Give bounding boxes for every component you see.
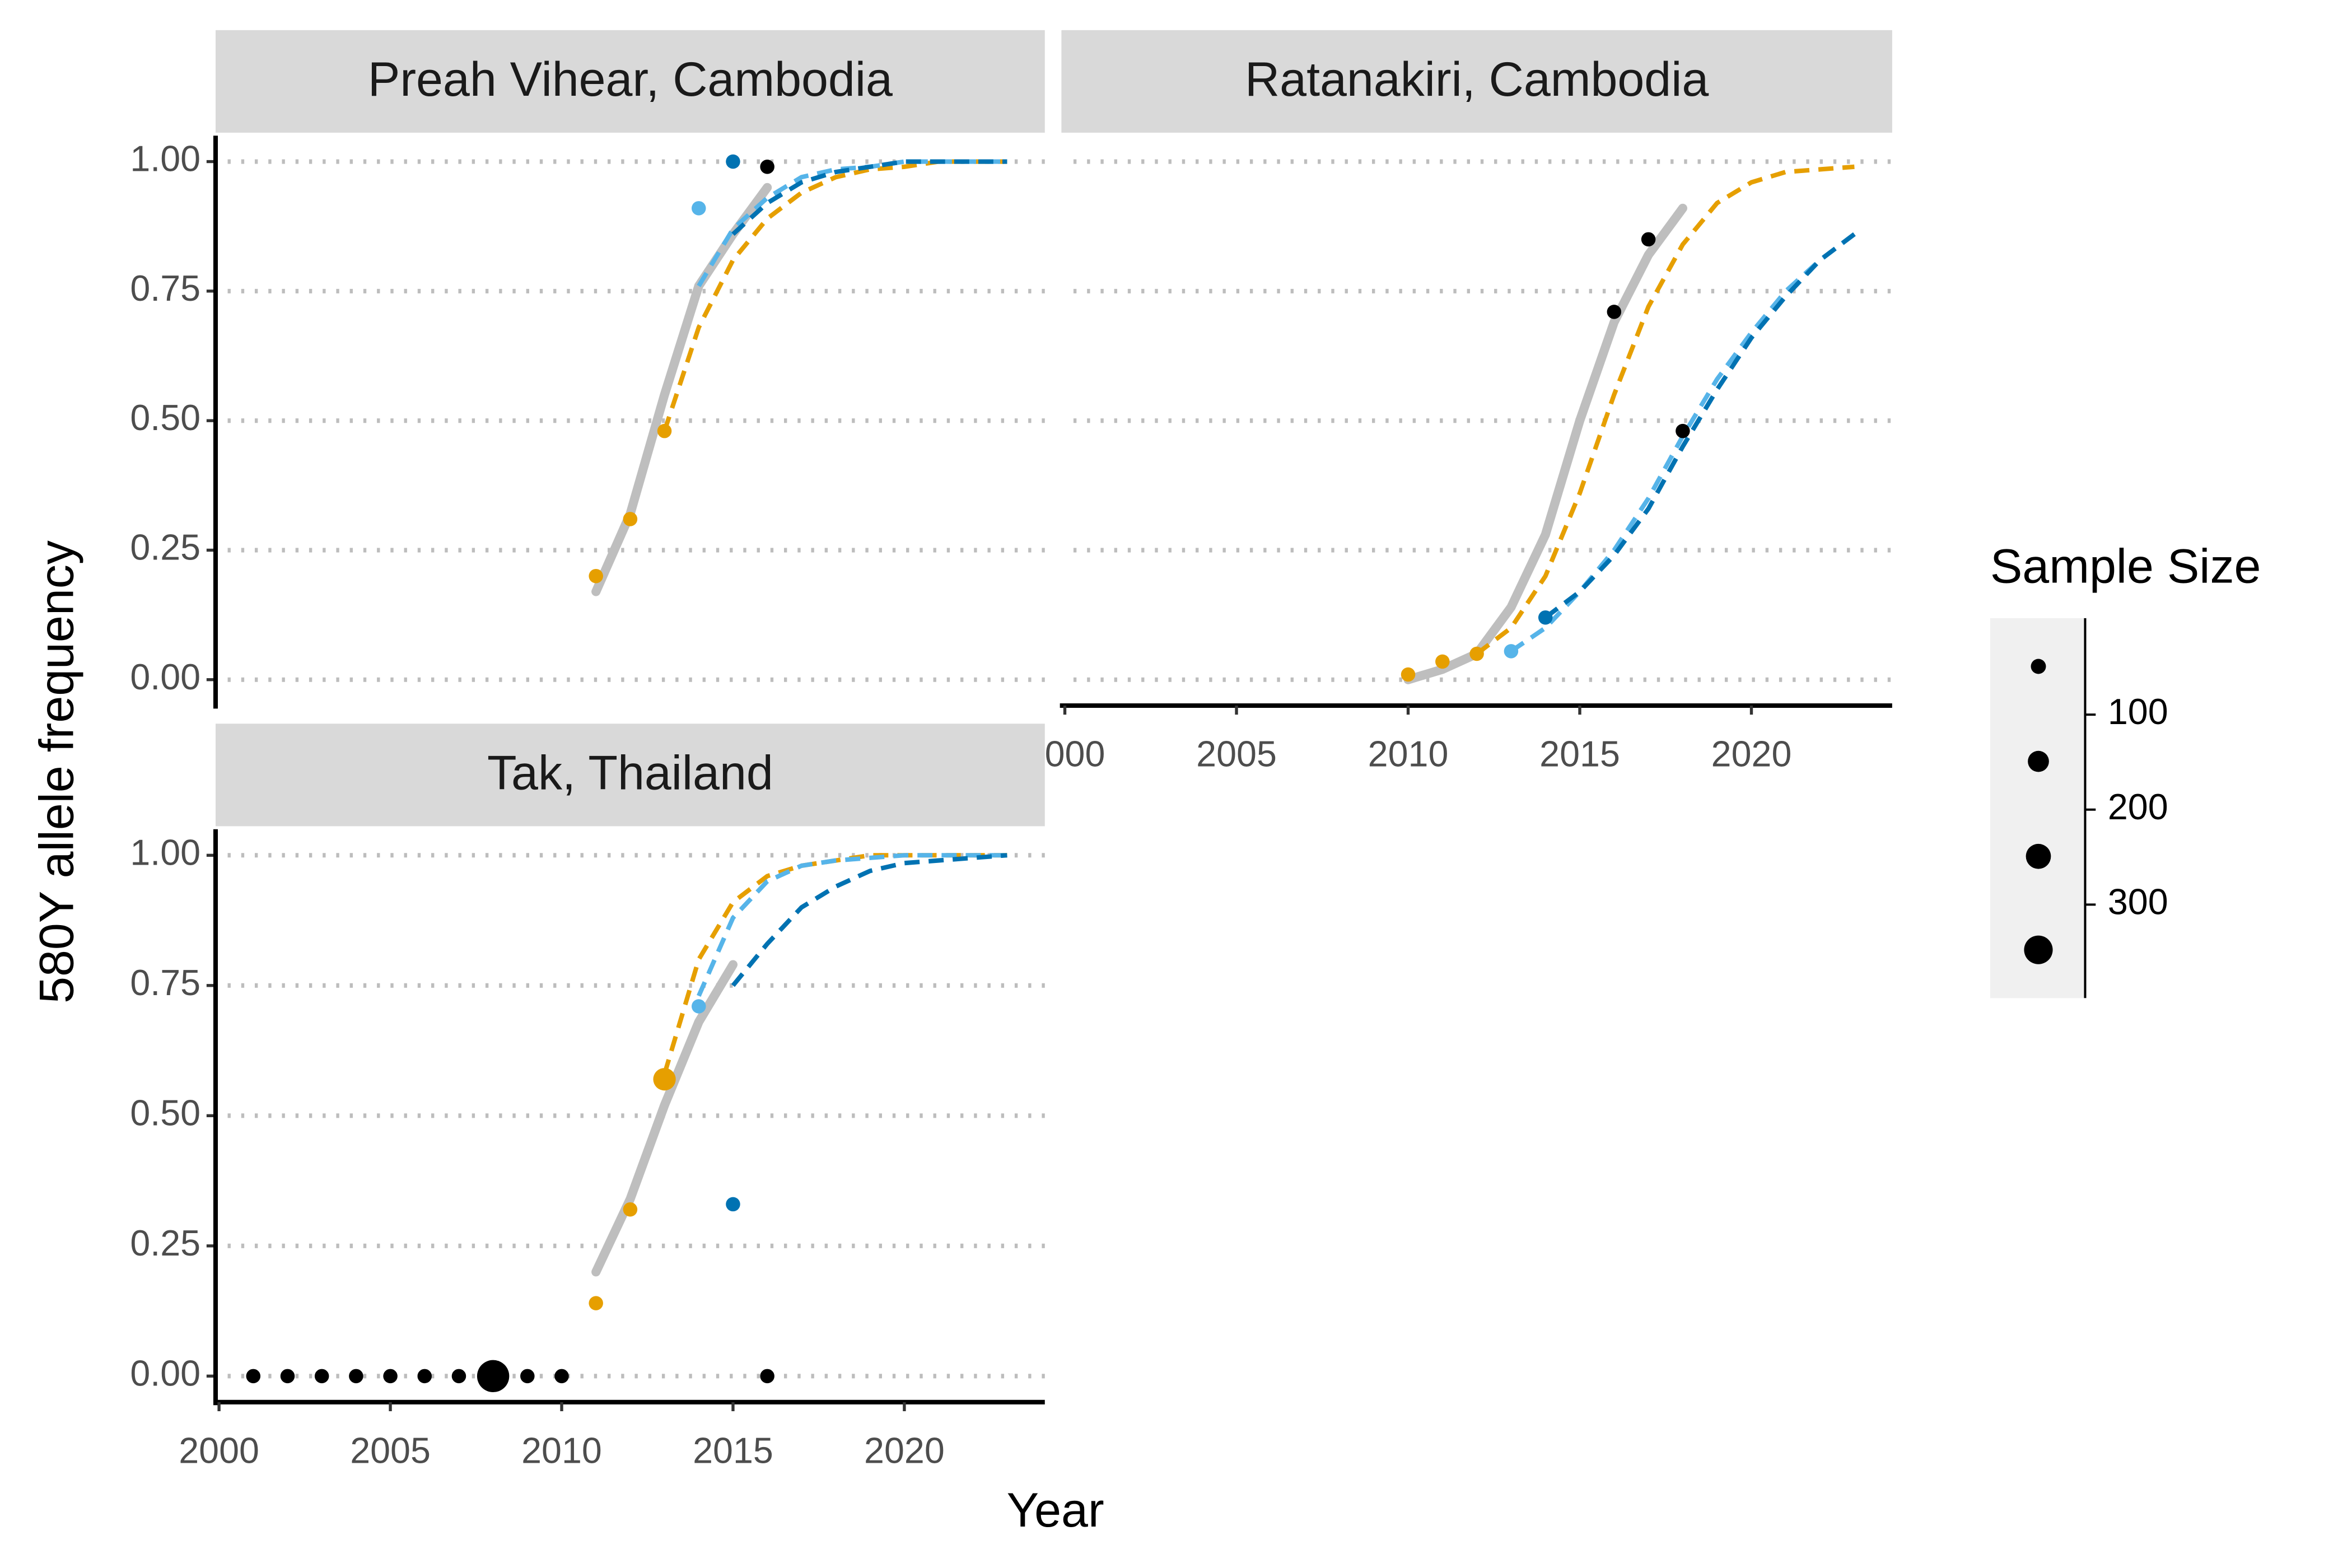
model-curve xyxy=(662,853,1007,1075)
legend-label: 300 xyxy=(2108,881,2168,922)
data-point xyxy=(417,1369,432,1384)
y-tick-label: 0.25 xyxy=(130,1223,200,1263)
data-point xyxy=(246,1369,261,1384)
strip-title: Ratanakiri, Cambodia xyxy=(1245,53,1709,106)
legend-key-background xyxy=(1990,618,2085,998)
data-point xyxy=(314,1369,329,1384)
data-point xyxy=(657,423,672,438)
model-curve xyxy=(697,853,1007,997)
legend-key xyxy=(2024,935,2053,964)
legend-label: 100 xyxy=(2108,692,2168,732)
y-tick-label: 1.00 xyxy=(130,832,200,872)
data-point xyxy=(1401,667,1416,682)
data-point xyxy=(451,1369,466,1384)
strip-background xyxy=(1061,30,1892,133)
data-point xyxy=(1641,232,1656,247)
data-point xyxy=(1469,646,1484,661)
data-point xyxy=(692,201,706,216)
data-point xyxy=(554,1369,569,1384)
data-point xyxy=(726,1197,740,1212)
y-tick-label: 0.75 xyxy=(130,268,200,309)
data-point xyxy=(477,1360,510,1393)
x-tick-label: 2015 xyxy=(1539,734,1620,774)
legend-key xyxy=(2031,659,2046,674)
y-tick-label: 0.50 xyxy=(130,398,200,438)
data-point xyxy=(623,512,638,526)
x-tick-label: 2005 xyxy=(1196,734,1277,774)
fitted-line xyxy=(591,960,738,1277)
legend-key xyxy=(2028,750,2049,772)
data-point xyxy=(1435,654,1450,669)
x-tick-label: 2015 xyxy=(693,1430,773,1471)
data-point xyxy=(1538,610,1553,625)
model-curve xyxy=(1544,232,1856,619)
data-point xyxy=(760,160,774,174)
model-curve xyxy=(1475,164,1855,656)
model-curve xyxy=(731,853,1007,987)
fitted-line xyxy=(1403,203,1687,684)
y-tick-label: 0.25 xyxy=(130,528,200,568)
y-tick-label: 0.00 xyxy=(130,1353,200,1393)
data-point xyxy=(589,1296,603,1310)
x-tick-label: 2020 xyxy=(864,1430,945,1471)
y-axis-title: 580Y allele frequency xyxy=(30,540,83,1004)
data-point xyxy=(589,568,603,584)
y-tick-label: 0.50 xyxy=(130,1093,200,1133)
legend-label: 200 xyxy=(2108,787,2168,827)
y-tick-label: 1.00 xyxy=(130,139,200,179)
data-point xyxy=(623,1202,638,1217)
x-tick-label: 2005 xyxy=(350,1430,431,1471)
data-point xyxy=(653,1068,676,1091)
strip-title: Tak, Thailand xyxy=(487,746,773,800)
legend-key xyxy=(2026,843,2051,869)
data-point xyxy=(760,1369,774,1384)
model-curve xyxy=(662,159,1007,432)
x-tick-label: 2000 xyxy=(179,1430,259,1471)
data-point xyxy=(349,1369,363,1384)
data-point xyxy=(1607,305,1622,319)
model-curve xyxy=(697,159,1007,287)
data-point xyxy=(520,1369,535,1384)
data-point xyxy=(1504,644,1519,659)
data-point xyxy=(280,1369,295,1384)
model-curve xyxy=(731,159,1007,236)
legend-title: Sample Size xyxy=(1990,539,2261,593)
x-axis-title: Year xyxy=(1007,1483,1104,1537)
strip-background xyxy=(216,30,1045,133)
data-point xyxy=(692,999,706,1014)
x-tick-label: 2010 xyxy=(1368,734,1449,774)
data-point xyxy=(383,1369,398,1384)
x-tick-label: 2010 xyxy=(521,1430,602,1471)
data-point xyxy=(726,154,740,169)
strip-title: Preah Vihear, Cambodia xyxy=(368,53,893,106)
data-point xyxy=(1676,423,1690,438)
y-tick-label: 0.75 xyxy=(130,963,200,1003)
y-tick-label: 0.00 xyxy=(130,657,200,697)
x-tick-label: 2020 xyxy=(1711,734,1792,774)
strip-background xyxy=(216,724,1045,827)
